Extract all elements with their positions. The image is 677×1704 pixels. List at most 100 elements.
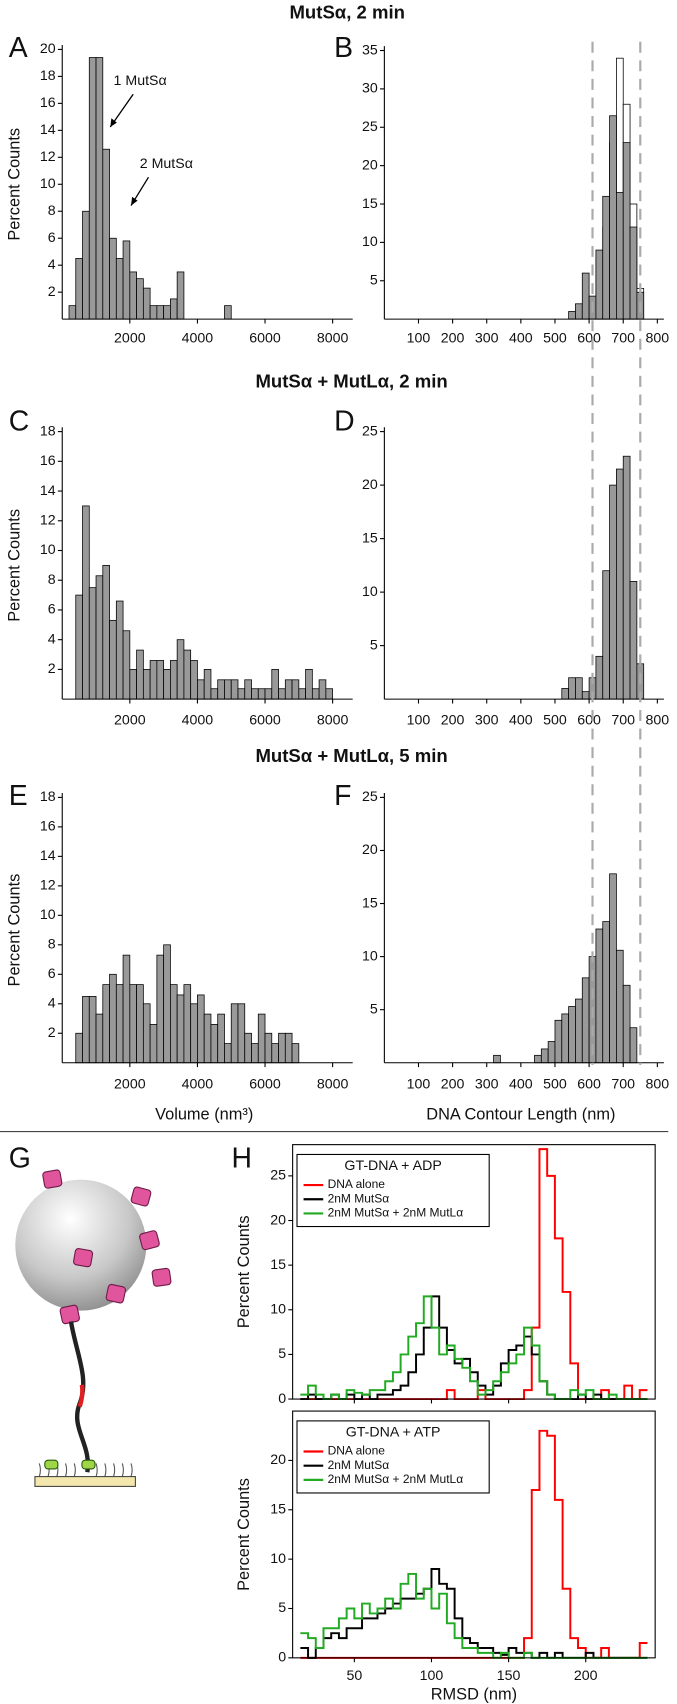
bar	[298, 688, 306, 700]
plot-frame	[292, 1144, 656, 1400]
legend-label: DNA alone	[328, 1444, 386, 1458]
legend-label: 2nM MutSα	[328, 1191, 390, 1205]
x-tick-label: 2000	[114, 331, 146, 347]
x-tick-label: 800	[646, 1076, 670, 1092]
bar	[568, 1006, 576, 1064]
bar	[244, 1032, 252, 1064]
section-title: MutSα + MutLα, 5 min	[255, 745, 447, 766]
bar	[629, 581, 638, 700]
y-tick-label: 30	[362, 81, 378, 97]
bar	[581, 272, 590, 320]
bar	[163, 669, 171, 700]
bar	[237, 688, 246, 700]
x-tick-label: 4000	[182, 1076, 214, 1092]
y-tick-label: 12	[40, 878, 56, 894]
bar	[115, 258, 124, 320]
y-axis-label: Percent Counts	[6, 128, 24, 241]
y-tick-label: 5	[370, 273, 378, 289]
bar	[616, 468, 624, 700]
legend-label: 2nM MutSα + 2nM MutLα	[328, 1206, 464, 1220]
bar	[217, 1013, 225, 1064]
bar	[224, 305, 232, 320]
x-tick-label: 4000	[182, 331, 214, 347]
bar	[115, 600, 124, 700]
bar	[602, 195, 610, 320]
bar	[68, 305, 77, 320]
y-axis-label: Percent Counts	[235, 1215, 253, 1328]
y-tick-label: 10	[270, 1551, 286, 1567]
x-tick-label: 200	[441, 713, 465, 729]
bar	[109, 237, 117, 320]
y-tick-label: 8	[48, 203, 56, 219]
y-tick-label: 25	[270, 1168, 286, 1184]
bar	[237, 1003, 246, 1064]
bead-diagram	[15, 1169, 172, 1487]
bar	[142, 669, 151, 700]
surface-chains	[38, 1463, 133, 1477]
bar	[284, 1032, 293, 1064]
annotation: 1 MutSα	[114, 73, 167, 89]
bar	[622, 142, 631, 320]
x-tick-label: 700	[611, 331, 635, 347]
bar	[75, 258, 83, 320]
y-tick-label: 6	[48, 602, 56, 618]
bar	[217, 679, 225, 700]
bar	[244, 679, 252, 700]
bar	[602, 921, 610, 1064]
bar	[142, 287, 151, 320]
x-tick-label: 500	[543, 331, 567, 347]
bar	[183, 649, 192, 700]
bar	[278, 1032, 286, 1064]
panel-letter: B	[334, 32, 353, 64]
bar	[156, 305, 165, 320]
plot-frame	[292, 1410, 656, 1659]
y-tick-label: 10	[362, 948, 378, 964]
y-tick-label: 14	[40, 848, 56, 864]
x-tick-label: 100	[407, 713, 431, 729]
bar	[129, 984, 137, 1064]
panel-letter: A	[9, 32, 28, 64]
legend-label: 2nM MutSα + 2nM MutLα	[328, 1472, 464, 1486]
bar	[534, 1054, 542, 1064]
y-tick-label: 15	[362, 895, 378, 911]
bar	[629, 1027, 638, 1064]
bar	[540, 1048, 549, 1064]
bar	[176, 271, 185, 320]
bar	[102, 148, 110, 320]
x-tick-label: 100	[407, 331, 431, 347]
bar	[82, 996, 90, 1064]
bar	[609, 115, 617, 320]
bar	[190, 1003, 198, 1064]
x-tick-label: 200	[574, 1668, 598, 1684]
anchor	[81, 1459, 96, 1470]
y-tick-label: 20	[270, 1452, 286, 1468]
x-tick-label: 600	[577, 1076, 601, 1092]
x-tick-label: 600	[577, 331, 601, 347]
y-tick-label: 5	[370, 637, 378, 653]
bar	[210, 688, 219, 700]
bar	[609, 484, 617, 700]
x-tick-label: 500	[543, 713, 567, 729]
mismatch	[77, 1384, 85, 1408]
x-tick-label: 4000	[182, 713, 214, 729]
y-tick-label: 20	[40, 41, 56, 57]
bar	[109, 619, 117, 700]
proteins	[42, 1169, 172, 1325]
bar	[142, 1003, 151, 1064]
x-tick-label: 300	[475, 1076, 499, 1092]
x-tick-label: 8000	[317, 1076, 349, 1092]
bar	[622, 455, 631, 700]
y-axis-label: Percent Counts	[6, 874, 24, 987]
y-tick-label: 15	[270, 1257, 286, 1273]
bar	[568, 311, 576, 320]
bar	[183, 984, 192, 1064]
panel-letter: F	[334, 780, 351, 812]
bar	[82, 505, 90, 700]
bead	[15, 1179, 147, 1311]
bar	[88, 587, 97, 700]
bar	[156, 954, 165, 1064]
x-tick-label: 8000	[317, 713, 349, 729]
panel-letter: D	[334, 405, 354, 437]
legend-label: DNA alone	[328, 1177, 386, 1191]
legend-box	[296, 1153, 490, 1228]
